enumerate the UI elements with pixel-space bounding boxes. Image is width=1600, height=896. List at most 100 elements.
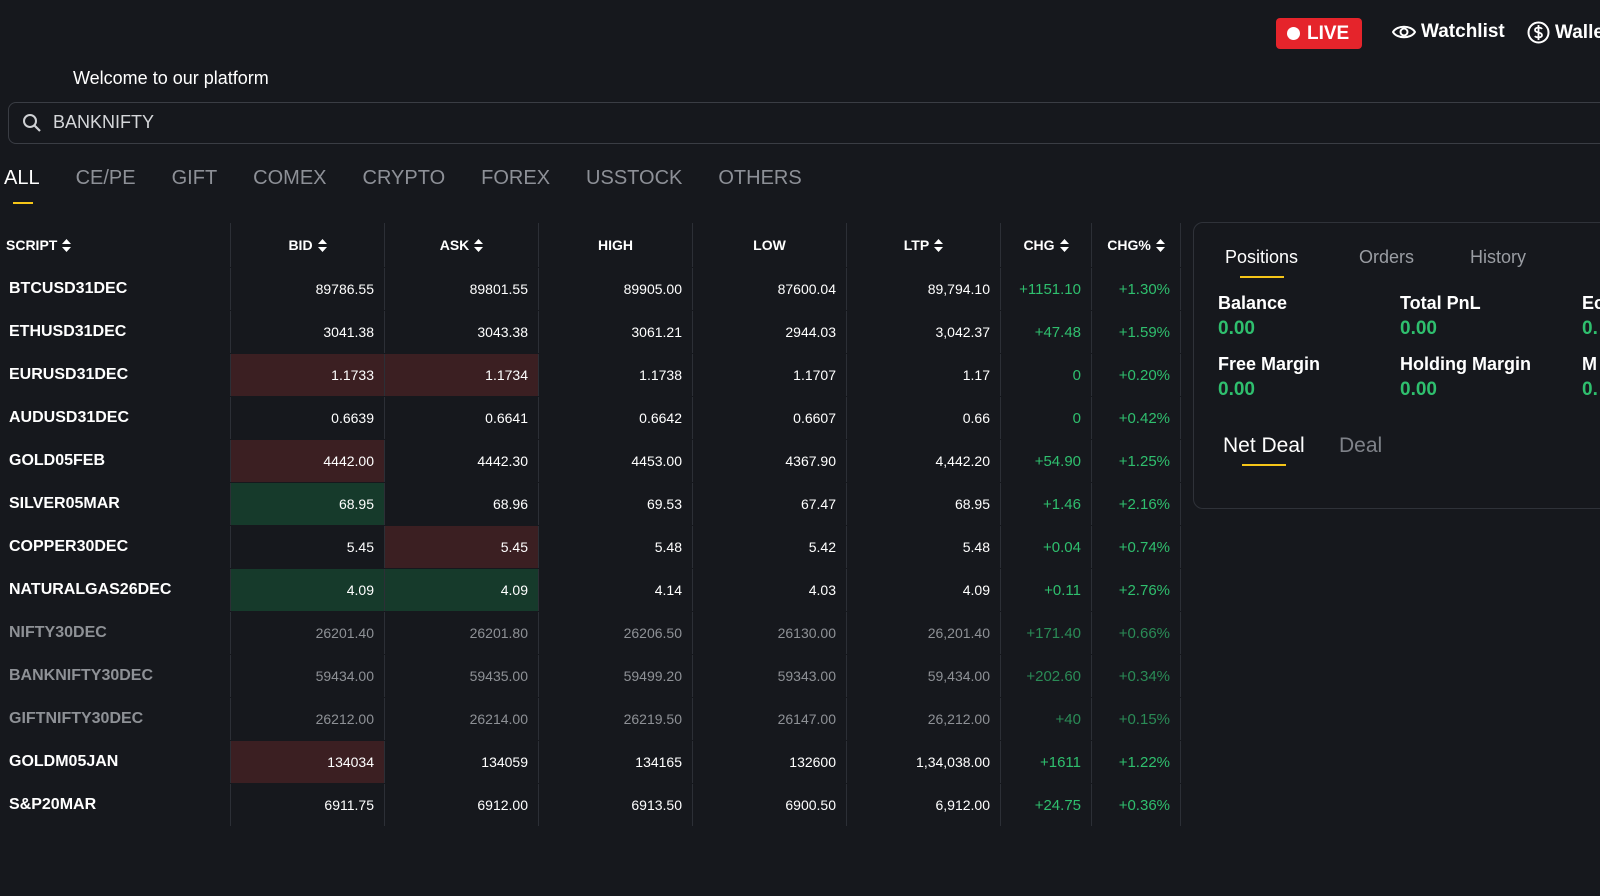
quote-cell: 134059 — [385, 741, 539, 783]
column-header[interactable]: SCRIPT — [0, 223, 231, 267]
market-tab[interactable]: USSTOCK — [586, 167, 683, 189]
watchlist-link[interactable]: Watchlist — [1392, 21, 1505, 43]
sort-icon[interactable] — [1155, 238, 1165, 252]
quote-cell: 6,912.00 — [847, 784, 1001, 826]
script-name: BTCUSD31DEC — [0, 268, 231, 310]
quote-cell: 5.48 — [539, 526, 693, 568]
quote-cell: 89801.55 — [385, 268, 539, 310]
stat-value: 0. — [1582, 379, 1598, 400]
header-label: SCRIPT — [6, 237, 58, 253]
quote-cell: 0.6607 — [693, 397, 847, 439]
quote-cell: 6911.75 — [231, 784, 385, 826]
stat-value: 0.00 — [1218, 379, 1255, 400]
quote-cell: +202.60 — [1001, 655, 1092, 697]
column-header[interactable]: CHG% — [1092, 223, 1181, 267]
quote-cell: 68.95 — [847, 483, 1001, 525]
quote-cell: 1.1733 — [231, 354, 385, 396]
deal-tab[interactable]: Deal — [1339, 434, 1383, 457]
search-box[interactable]: BANKNIFTY — [8, 102, 1600, 144]
sort-icon[interactable] — [1059, 238, 1069, 252]
sort-icon[interactable] — [934, 238, 944, 252]
quote-cell: 5.45 — [231, 526, 385, 568]
quote-cell: +0.20% — [1092, 354, 1181, 396]
script-name: ETHUSD31DEC — [0, 311, 231, 353]
sort-icon[interactable] — [474, 238, 484, 252]
quote-cell: 6900.50 — [693, 784, 847, 826]
quote-cell: 3041.38 — [231, 311, 385, 353]
stat-label: M — [1582, 354, 1597, 374]
market-tab[interactable]: COMEX — [253, 167, 327, 189]
script-name: GOLD05FEB — [0, 440, 231, 482]
market-tab[interactable]: CRYPTO — [362, 167, 446, 189]
quote-cell: 69.53 — [539, 483, 693, 525]
deal-tab[interactable]: Net Deal — [1223, 434, 1305, 466]
quote-cell: 0 — [1001, 354, 1092, 396]
stat-label: Ec — [1582, 293, 1600, 313]
header-label: ASK — [439, 237, 470, 253]
panel-tab[interactable]: Positions — [1225, 247, 1299, 278]
script-name: COPPER30DEC — [0, 526, 231, 568]
stat-value: 0.00 — [1400, 318, 1437, 339]
header-label: CHG — [1023, 237, 1055, 253]
account-panel: Positions Orders History Balance 0.00 Total P… — [1193, 222, 1600, 509]
column-header[interactable]: CHG — [1001, 223, 1092, 267]
quote-cell: 4.03 — [693, 569, 847, 611]
wallet-label: Walle — [1555, 21, 1600, 43]
header-label: BID — [288, 237, 313, 253]
quote-cell: 0 — [1001, 397, 1092, 439]
quote-cell: +1611 — [1001, 741, 1092, 783]
stat-value: 0. — [1582, 318, 1598, 339]
market-tab[interactable]: OTHERS — [718, 167, 802, 189]
column-header[interactable]: ASK — [385, 223, 539, 267]
quote-cell: 5.48 — [847, 526, 1001, 568]
quote-cell: 1.1707 — [693, 354, 847, 396]
stat-label: Free Margin — [1218, 354, 1321, 374]
market-tab[interactable]: ALL — [4, 167, 40, 204]
quote-cell: 4367.90 — [693, 440, 847, 482]
panel-tab[interactable]: History — [1470, 247, 1527, 267]
script-name: AUDUSD31DEC — [0, 397, 231, 439]
quote-cell: +1.22% — [1092, 741, 1181, 783]
sort-icon[interactable] — [317, 238, 327, 252]
quote-cell: +1.59% — [1092, 311, 1181, 353]
quote-cell: 26,212.00 — [847, 698, 1001, 740]
script-name: GIFTNIFTY30DEC — [0, 698, 231, 740]
quote-cell: 5.42 — [693, 526, 847, 568]
market-tab[interactable]: FOREX — [481, 167, 551, 189]
quote-cell: 1,34,038.00 — [847, 741, 1001, 783]
sort-icon[interactable] — [62, 238, 72, 252]
script-name: NIFTY30DEC — [0, 612, 231, 654]
quote-cell: 6912.00 — [385, 784, 539, 826]
market-tab[interactable]: CE/PE — [75, 167, 136, 189]
quote-cell: +1.25% — [1092, 440, 1181, 482]
stat-label: Balance — [1218, 293, 1288, 313]
quote-cell: 134034 — [231, 741, 385, 783]
market-tab[interactable]: GIFT — [171, 167, 218, 189]
quote-cell: 4453.00 — [539, 440, 693, 482]
quote-cell: 87600.04 — [693, 268, 847, 310]
script-name: GOLDM05JAN — [0, 741, 231, 783]
panel-tab[interactable]: Orders — [1359, 247, 1415, 267]
quote-cell: 5.45 — [385, 526, 539, 568]
stat-value: 0.00 — [1400, 379, 1437, 400]
column-header: LOW — [693, 223, 847, 267]
column-header[interactable]: LTP — [847, 223, 1001, 267]
quote-cell: 26147.00 — [693, 698, 847, 740]
quote-cell: 4442.30 — [385, 440, 539, 482]
quote-cell: +0.11 — [1001, 569, 1092, 611]
quote-cell: +2.16% — [1092, 483, 1181, 525]
quote-cell: 26212.00 — [231, 698, 385, 740]
search-value: BANKNIFTY — [53, 112, 155, 132]
quote-cell: +40 — [1001, 698, 1092, 740]
quote-cell: 68.96 — [385, 483, 539, 525]
column-header[interactable]: BID — [231, 223, 385, 267]
live-badge[interactable]: LIVE — [1276, 18, 1362, 49]
quote-cell: 4.09 — [847, 569, 1001, 611]
wallet-link[interactable]: Walle — [1527, 21, 1600, 44]
quote-cell: 4.09 — [231, 569, 385, 611]
quote-cell: +0.42% — [1092, 397, 1181, 439]
quote-cell: 1.1734 — [385, 354, 539, 396]
quote-cell: +54.90 — [1001, 440, 1092, 482]
quote-cell: 0.6642 — [539, 397, 693, 439]
